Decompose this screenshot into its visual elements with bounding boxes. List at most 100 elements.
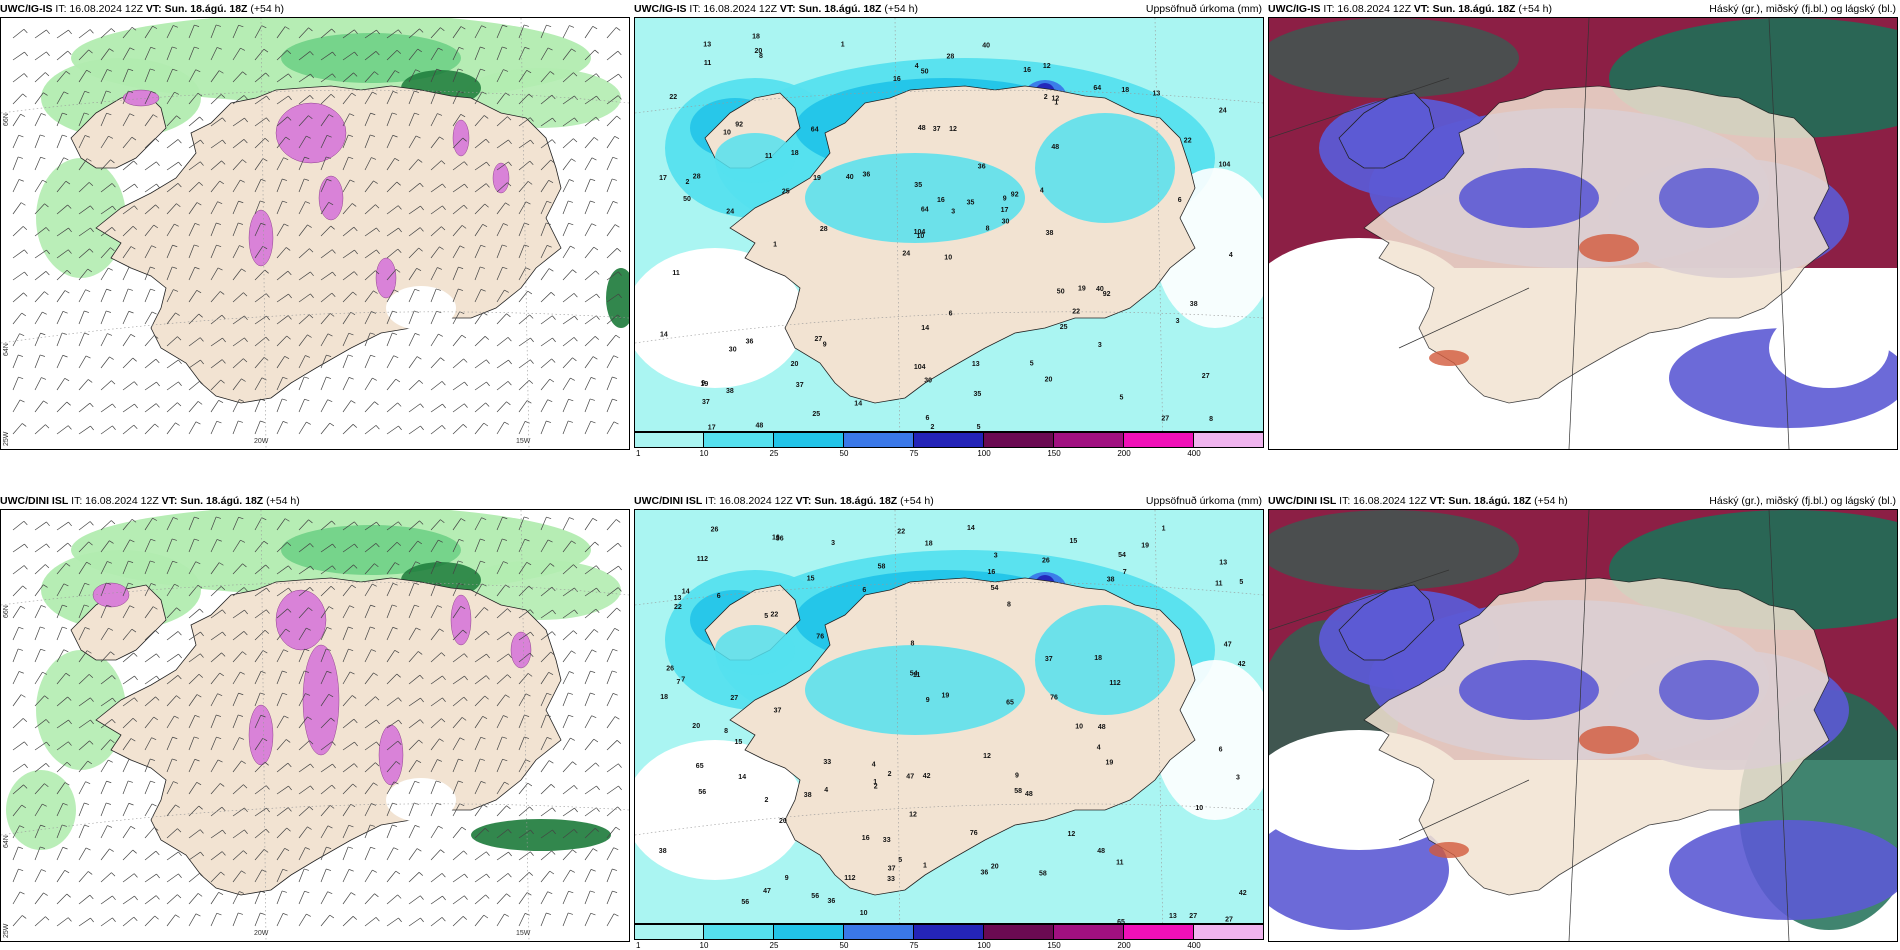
colorbar-tick-label: 150 (1047, 941, 1061, 950)
valid-time: VT: Sun. 18.ágú. 18Z (779, 3, 882, 15)
precip-value-label: 9 (1015, 773, 1019, 780)
precip-value-label: 1 (1054, 100, 1058, 107)
panel-header: UWC/IG-IS IT: 16.08.2024 12Z VT: Sun. 18… (634, 2, 1264, 16)
precip-value-label: 26 (711, 527, 719, 534)
precip-value-label: 18 (660, 694, 668, 701)
precip-value-label: 3 (1176, 318, 1180, 325)
precip-value-label: 58 (878, 564, 886, 571)
precip-value-label: 33 (883, 837, 891, 844)
precip-value-label: 18 (925, 541, 933, 548)
precip-value-label: 2 (874, 784, 878, 791)
colorbar-frame (634, 432, 1264, 448)
cloud-layers-map (1269, 510, 1897, 941)
precip-map: 1010109991212128882424244848483636363737… (635, 18, 1263, 431)
model-name: UWC/IG-IS (634, 3, 687, 15)
valid-time: VT: Sun. 18.ágú. 18Z (145, 3, 248, 15)
panel-header: UWC/IG-IS IT: 16.08.2024 12Z VT: Sun. 18… (1268, 2, 1898, 16)
colorbar-swatch (704, 924, 774, 940)
map-area: 66N 64N 25W 20W 15W (0, 509, 630, 942)
precip-value-label: 47 (1224, 642, 1232, 649)
precip-value-label: 13 (1169, 913, 1177, 920)
precip-value-label: 6 (862, 587, 866, 594)
precip-value-label: 22 (897, 528, 905, 535)
precip-value-label: 19 (942, 693, 950, 700)
precip-value-label: 18 (791, 150, 799, 157)
colorbar-tick-label: 75 (909, 941, 919, 950)
precip-value-label: 1 (841, 42, 845, 49)
precip-value-label: 22 (674, 604, 682, 611)
precip-value-label: 2 (686, 179, 690, 186)
field-title: Háský (gr.), miðský (fj.bl.) og lágský (… (1709, 495, 1896, 507)
precip-value-label: 11 (672, 270, 680, 277)
precip-value-label: 13 (1219, 559, 1227, 566)
lat-label-66n: 66N (3, 113, 10, 126)
colorbar-tick-label: 10 (699, 941, 709, 950)
precip-value-label: 30 (924, 378, 932, 385)
precip-value-label: 76 (1050, 694, 1058, 701)
precip-value-label: 28 (820, 226, 828, 233)
lon-label-25w: 25W (3, 923, 10, 938)
precip-value-label: 19 (701, 381, 709, 388)
precip-value-label: 36 (776, 536, 784, 543)
precip-value-label: 56 (811, 893, 819, 900)
colorbar-tick-label: 10 (699, 449, 709, 458)
lon-label-15w: 15W (516, 438, 531, 445)
precip-value-label: 50 (921, 69, 929, 76)
map-panel: UWC/DINI ISL IT: 16.08.2024 12Z VT: Sun.… (0, 494, 630, 942)
precip-value-label: 76 (970, 830, 978, 837)
precip-value-label: 16 (862, 835, 870, 842)
precip-value-label: 17 (659, 175, 667, 182)
precip-value-label: 38 (659, 848, 667, 855)
precip-value-label: 38 (1107, 576, 1115, 583)
field-title: Uppsöfnuð úrkoma (mm) (1145, 495, 1262, 507)
precip-value-label: 48 (1097, 848, 1105, 855)
precip-value-label: 65 (1117, 919, 1125, 924)
precip-value-label: 4 (1040, 188, 1044, 195)
precip-value-label: 20 (1045, 377, 1053, 384)
precip-value-label: 8 (759, 53, 763, 60)
precip-value-label: 13 (703, 41, 711, 48)
model-name: UWC/IG-IS (1268, 3, 1321, 15)
lat-label-66n: 66N (3, 605, 10, 618)
precip-value-label: 3 (1098, 342, 1102, 349)
precip-value-label: 112 (697, 556, 708, 563)
precip-value-label: 8 (1007, 602, 1011, 609)
precip-value-label: 9 (823, 342, 827, 349)
model-name: UWC/DINI ISL (1268, 495, 1337, 507)
precip-value-label: 16 (1023, 67, 1031, 74)
precip-value-label: 37 (1045, 656, 1053, 663)
precip-value-label: 5 (1120, 394, 1124, 401)
colorbar-tick-label: 400 (1187, 941, 1201, 950)
precip-value-label: 28 (693, 174, 701, 181)
precip-value-label: 42 (923, 773, 931, 780)
valid-time: VT: Sun. 18.ágú. 18Z (1413, 3, 1516, 15)
precip-value-label: 8 (724, 728, 728, 735)
precip-value-label: 11 (1215, 581, 1223, 588)
precip-value-label: 26 (666, 666, 674, 673)
precip-value-label: 47 (906, 773, 914, 780)
init-time: IT: 16.08.2024 12Z (71, 495, 159, 507)
precip-value-label: 18 (1094, 655, 1102, 662)
precip-value-label: 12 (949, 126, 957, 133)
precip-value-label: 3 (994, 553, 998, 560)
precip-value-label: 24 (902, 250, 910, 257)
init-time: IT: 16.08.2024 12Z (1323, 3, 1411, 15)
precip-value-label: 56 (741, 899, 749, 906)
precip-value-label: 19 (813, 175, 821, 182)
precip-value-label: 12 (1052, 95, 1060, 102)
precip-value-label: 11 (704, 60, 712, 67)
precip-value-label: 42 (1238, 661, 1246, 668)
precip-value-label: 24 (1219, 108, 1227, 115)
precip-value-label: 48 (1025, 791, 1033, 798)
precip-value-label: 37 (933, 126, 941, 133)
panel-header: UWC/DINI ISL IT: 16.08.2024 12Z VT: Sun.… (634, 494, 1264, 508)
precip-value-label: 22 (1072, 309, 1080, 316)
panel-header: UWC/IG-IS IT: 16.08.2024 12Z VT: Sun. 18… (0, 2, 630, 16)
precip-value-label: 11 (913, 672, 921, 679)
precip-value-label: 4 (1229, 252, 1233, 259)
precip-value-label: 10 (860, 910, 868, 917)
precip-value-label: 7 (681, 676, 685, 683)
cloud-layers-map (1269, 18, 1897, 449)
lon-label-20w: 20W (254, 930, 269, 937)
colorbar-swatch (1124, 432, 1194, 448)
